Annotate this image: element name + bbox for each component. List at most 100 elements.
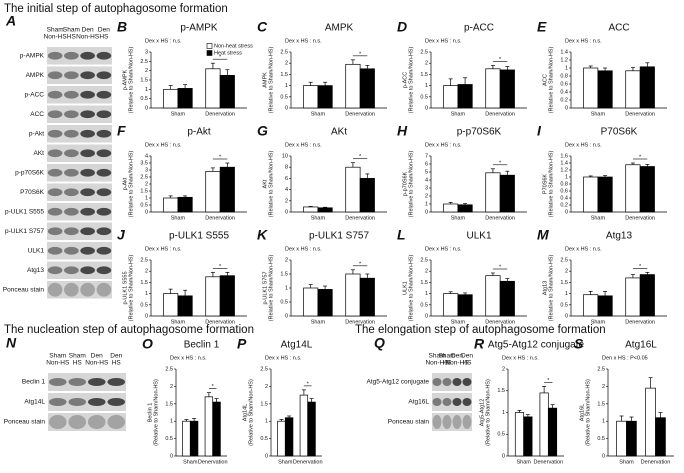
bar <box>189 420 199 457</box>
blot-band <box>47 282 63 297</box>
sig-mark: * <box>219 264 222 270</box>
blot-band <box>80 227 95 236</box>
blot-strip <box>47 125 112 143</box>
bar <box>299 394 309 457</box>
stat-note: Dex x HS : n.s. <box>565 142 602 148</box>
y-tick-label: 0.5 <box>280 299 288 305</box>
x-tick-label: Denervation <box>485 215 515 221</box>
y-tick-label: 2 <box>425 269 428 275</box>
x-tick-label: Sham <box>311 215 326 221</box>
bar <box>523 416 533 457</box>
blot-strip <box>47 105 112 123</box>
chart-title: Atg16L <box>625 340 657 351</box>
y-tick-label: 1 <box>565 174 568 180</box>
y-tick-label: 1 <box>565 65 568 71</box>
sig-mark: * <box>219 55 222 61</box>
y-axis-label: (Relative to Sham/Non-HS) <box>128 255 134 322</box>
x-tick-label: Sham <box>619 459 634 465</box>
x-tick-label: Denervation <box>345 111 375 117</box>
y-tick-label: 1 <box>285 83 288 89</box>
row-label: Atg13 <box>27 267 44 274</box>
bar <box>457 84 473 109</box>
row-label: AKt <box>34 150 45 157</box>
blot-band <box>64 227 79 236</box>
row-label: Beclin 1 <box>22 379 46 386</box>
bar <box>303 85 319 109</box>
y-tick-label: 1 <box>425 83 428 89</box>
bar <box>163 88 179 109</box>
legend-swatch <box>206 50 213 56</box>
bar <box>485 68 501 109</box>
y-axis-label: Atg16L <box>579 404 585 421</box>
sig-mark: * <box>499 57 502 63</box>
sig-mark: * <box>359 154 362 160</box>
y-tick-label: 0 <box>145 313 148 319</box>
bar <box>303 206 319 213</box>
lane-label: Den <box>451 353 463 360</box>
bar <box>284 417 294 457</box>
blot-band <box>64 207 79 216</box>
y-tick-label: 0.5 <box>165 436 173 442</box>
y-axis-label: p-p70S6K <box>402 171 408 196</box>
blot-band <box>47 188 63 197</box>
y-tick-label: 1.5 <box>140 280 148 286</box>
y-tick-label: 1 <box>145 195 148 201</box>
blot-band <box>47 129 63 138</box>
x-tick-label: Denervation <box>198 459 228 465</box>
x-tick-label: Sham <box>171 111 186 117</box>
blot-band <box>87 398 106 406</box>
y-tick-label: 0 <box>565 313 568 319</box>
bar <box>307 401 316 457</box>
bar <box>547 407 558 457</box>
blot-band <box>80 149 95 158</box>
y-tick-label: 2 <box>602 384 605 390</box>
y-tick-label: 1 <box>145 87 148 93</box>
bar <box>219 166 235 213</box>
row-label: Atg14L <box>24 399 45 406</box>
bar <box>583 67 599 109</box>
stat-note: Dex x HS : n.s. <box>145 38 182 44</box>
y-tick-label: 1.4 <box>560 49 568 55</box>
blot-band <box>80 188 95 197</box>
y-axis-label: (Relative to Sham/Non-HS) <box>268 47 274 114</box>
chart-title: Beclin 1 <box>184 340 220 351</box>
y-tick-label: 0 <box>425 209 428 215</box>
blot-band <box>80 90 95 99</box>
bar <box>457 204 473 213</box>
blot-strip <box>47 281 112 299</box>
chart-title: Atg5-Atg12 conjugate <box>488 340 585 351</box>
lane-label: HS <box>112 360 122 367</box>
chart-title: p-ULK1 S757 <box>309 231 369 242</box>
blot-band <box>47 71 63 80</box>
y-axis-label: (Relative to Sham/Non-HS) <box>268 255 274 322</box>
y-axis-label: p-ULK1 S757 <box>262 271 268 304</box>
y-axis-label: P70S6K <box>542 174 548 195</box>
y-tick-label: 4 <box>145 153 148 159</box>
y-tick-label: 2 <box>145 181 148 187</box>
panel-letter: K <box>257 227 268 243</box>
blot-band <box>64 266 79 275</box>
bar <box>457 294 473 317</box>
bar <box>499 280 515 317</box>
blot-band <box>80 282 95 297</box>
lane-label: Den <box>91 353 103 360</box>
row-label: Ponceau stain <box>4 419 46 426</box>
bar <box>317 207 333 213</box>
blot-strip <box>48 393 126 411</box>
chart-title: p-p70S6K <box>457 127 502 138</box>
y-tick-label: 2 <box>502 366 505 372</box>
x-tick-label: Sham <box>591 215 606 221</box>
blot-band <box>96 188 112 197</box>
bar <box>345 273 361 317</box>
y-tick-label: 2 <box>285 198 288 204</box>
x-tick-label: Denervation <box>345 319 375 325</box>
bar <box>626 420 637 457</box>
blot-strip <box>47 164 112 182</box>
stat-note: Dex x HS : n.s. <box>285 142 322 148</box>
y-axis-label: AMPK <box>262 72 268 88</box>
x-tick-label: Denervation <box>205 111 235 117</box>
blot-strip <box>432 393 472 411</box>
row-label: ULK1 <box>28 247 45 254</box>
bar <box>616 420 627 457</box>
y-axis-label: Atg14L <box>242 404 248 421</box>
